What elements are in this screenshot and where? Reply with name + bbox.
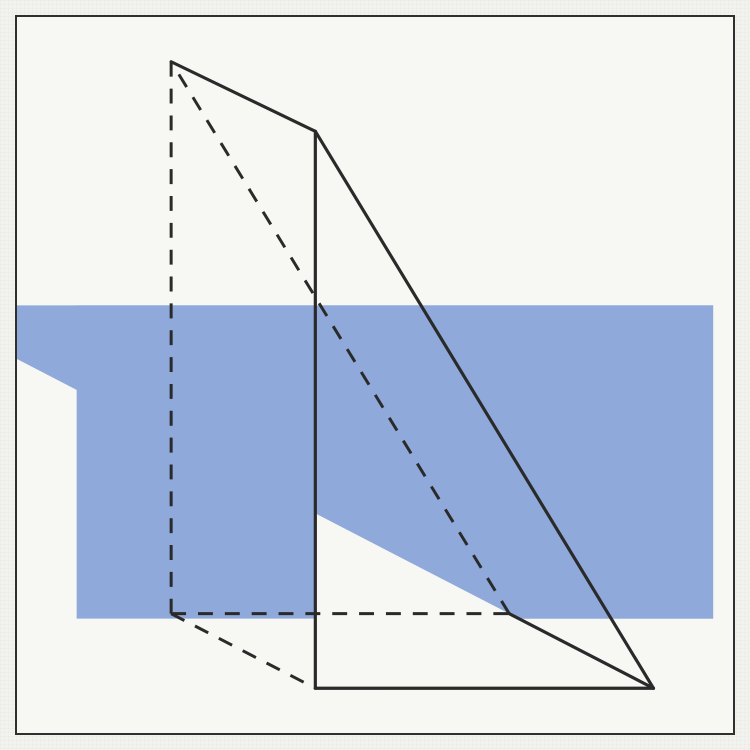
- prism-edge-hidden: [171, 614, 315, 689]
- prism-diagram: [17, 17, 733, 733]
- diagram-frame: [15, 15, 735, 735]
